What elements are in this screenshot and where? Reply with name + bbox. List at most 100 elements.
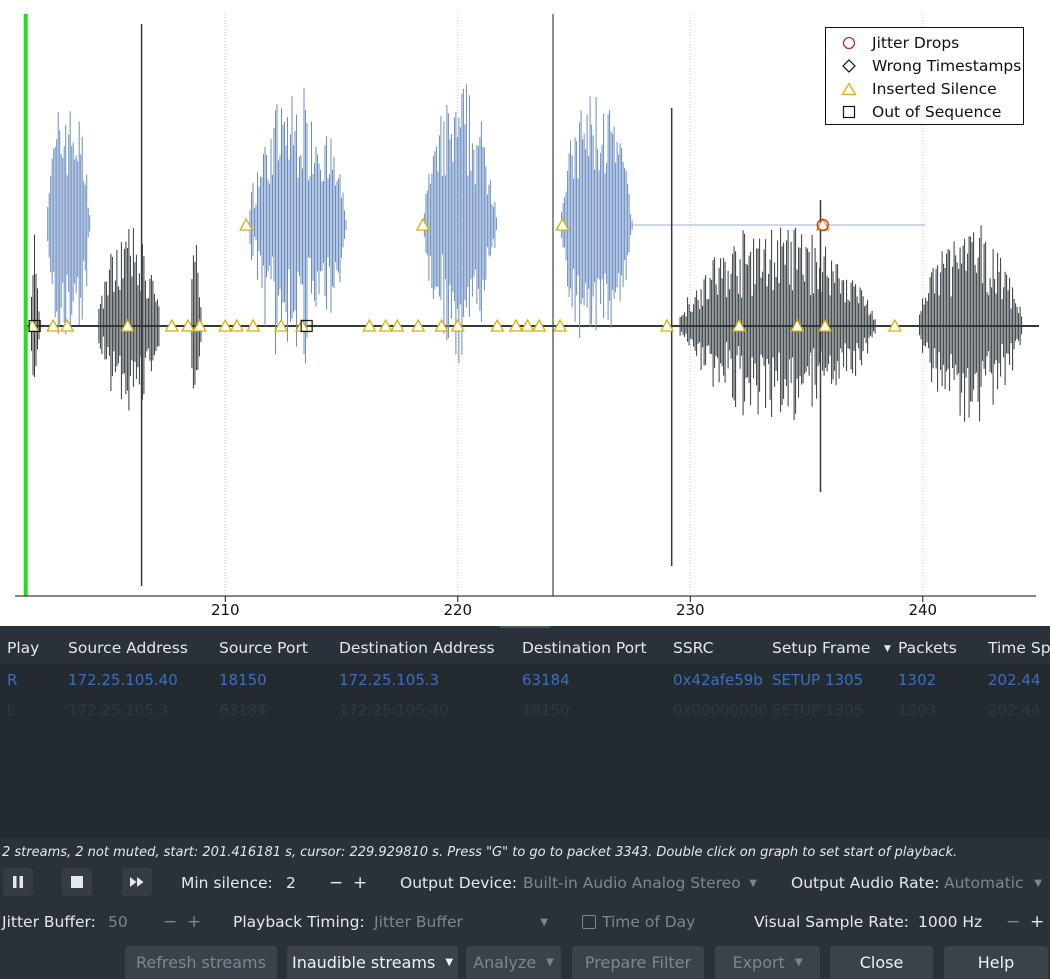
- increment-icon[interactable]: +: [187, 912, 202, 932]
- time-of-day-label[interactable]: Time of Day: [602, 913, 696, 931]
- help-label: Help: [977, 953, 1015, 972]
- waveform-stream-r: [249, 87, 347, 364]
- prepare-filter-label: Prepare Filter: [584, 953, 692, 972]
- splitter-handle[interactable]: [500, 626, 550, 628]
- inserted-silence-marker: [239, 217, 254, 231]
- min-silence-label: Min silence:: [181, 874, 273, 892]
- decrement-icon[interactable]: −: [163, 912, 178, 932]
- column-header-packets[interactable]: Packets: [898, 639, 957, 657]
- inserted-silence-marker: [450, 318, 465, 332]
- waveform-stream-l: [191, 244, 202, 389]
- playback-timing-label: Playback Timing:: [233, 913, 365, 931]
- inserted-silence-marker: [552, 318, 568, 332]
- legend-label: Jitter Drops: [872, 33, 960, 52]
- column-header-source-address[interactable]: Source Address: [68, 639, 188, 657]
- prepare-filter-button[interactable]: Prepare Filter: [572, 946, 704, 979]
- playback-timing-value: Jitter Buffer: [374, 913, 463, 931]
- inserted-silence-marker: [229, 318, 244, 332]
- column-header-setup-frame[interactable]: Setup Frame: [772, 639, 871, 657]
- fast-forward-icon: [130, 877, 144, 887]
- waveform-stream-l: [679, 227, 876, 420]
- time-of-day-checkbox[interactable]: [582, 915, 596, 929]
- min-silence-spinbox[interactable]: 2 − +: [286, 868, 372, 898]
- cell-setup-frame: SETUP 1305: [772, 671, 864, 689]
- stop-button[interactable]: [62, 868, 92, 896]
- playback-timing-select[interactable]: Jitter Buffer ▼: [374, 907, 554, 937]
- increment-icon[interactable]: +: [1030, 912, 1045, 932]
- inserted-silence-marker: [120, 318, 135, 332]
- chevron-down-icon: ▼: [445, 957, 454, 968]
- triangle-marker-icon: [826, 77, 872, 100]
- decrement-icon[interactable]: −: [329, 873, 344, 893]
- x-tick-label: 240: [908, 601, 937, 619]
- stream-table[interactable]: Play Source Address Source Port Destinat…: [0, 632, 1050, 838]
- jitter-buffer-spinbox[interactable]: 50 − +: [108, 907, 206, 937]
- refresh-streams-button[interactable]: Refresh streams: [125, 946, 277, 979]
- legend-label: Out of Sequence: [872, 102, 1002, 121]
- inserted-silence-marker: [218, 318, 233, 332]
- waveform-stream-l: [98, 228, 160, 411]
- inserted-silence-marker: [390, 318, 405, 332]
- cell-play[interactable]: L: [7, 701, 16, 719]
- inserted-silence-marker: [273, 318, 289, 332]
- export-button[interactable]: Export ▼: [715, 946, 820, 979]
- table-row[interactable]: L 172.25.105.3 63184 172.25.105.40 18150…: [0, 696, 1050, 726]
- output-device-value: Built-in Audio Analog Stereo: [523, 874, 741, 892]
- skip-silence-button[interactable]: [122, 868, 152, 896]
- chevron-down-icon: ▼: [794, 957, 803, 968]
- inserted-silence-marker: [246, 318, 261, 332]
- diamond-marker-icon: [826, 54, 872, 77]
- cell-ssrc: 0x42afe59b: [673, 671, 763, 689]
- x-tick-label: 210: [211, 601, 240, 619]
- close-button[interactable]: Close: [830, 946, 933, 979]
- cell-packets: 1302: [898, 671, 937, 689]
- column-header-source-port[interactable]: Source Port: [219, 639, 308, 657]
- inserted-silence-marker: [362, 318, 377, 332]
- waveform-plot[interactable]: 210 220 230 240: [0, 0, 1050, 626]
- legend-jitter-drops: Jitter Drops: [826, 31, 1025, 54]
- circle-marker-icon: [826, 31, 872, 54]
- x-tick-label: 220: [443, 601, 472, 619]
- inserted-silence-marker: [490, 318, 505, 332]
- output-audio-rate-select[interactable]: Automatic ▼: [944, 868, 1048, 898]
- inserted-silence-marker: [164, 318, 179, 332]
- inserted-silence-marker: [532, 318, 547, 332]
- column-header-time-span[interactable]: Time Sp: [988, 639, 1050, 657]
- out-of-sequence-marker: [28, 319, 41, 333]
- inserted-silence-marker: [790, 318, 805, 332]
- cell-packets: 1303: [898, 701, 937, 719]
- column-header-destination-port[interactable]: Destination Port: [522, 639, 647, 657]
- increment-icon[interactable]: +: [353, 873, 368, 893]
- cell-play[interactable]: R: [7, 671, 18, 689]
- waveform-stream-r: [47, 111, 91, 335]
- analyze-button[interactable]: Analyze ▼: [466, 946, 561, 979]
- inaudible-streams-button[interactable]: Inaudible streams ▼: [287, 946, 458, 979]
- out-of-sequence-marker: [300, 319, 313, 333]
- legend-wrong-timestamps: Wrong Timestamps: [826, 54, 1025, 77]
- cell-destination-address: 172.25.105.3: [339, 671, 440, 689]
- output-audio-rate-label: Output Audio Rate:: [791, 874, 940, 892]
- output-device-select[interactable]: Built-in Audio Analog Stereo ▼: [523, 868, 763, 898]
- analyze-label: Analyze: [473, 953, 537, 972]
- min-silence-value: 2: [286, 874, 296, 892]
- close-label: Close: [859, 953, 904, 972]
- inserted-silence-marker: [732, 318, 747, 332]
- splitter[interactable]: [0, 626, 1050, 632]
- cell-time-span: 202.44: [988, 701, 1041, 719]
- table-row[interactable]: R 172.25.105.40 18150 172.25.105.3 63184…: [0, 666, 1050, 696]
- inserted-silence-marker: [378, 318, 393, 332]
- help-button[interactable]: Help: [944, 946, 1048, 979]
- cell-source-port: 63184: [219, 701, 267, 719]
- legend-label: Inserted Silence: [872, 79, 997, 98]
- pause-button[interactable]: [3, 868, 33, 896]
- inserted-silence-marker: [180, 318, 196, 332]
- column-header-destination-address[interactable]: Destination Address: [339, 639, 495, 657]
- column-header-play[interactable]: Play: [7, 639, 40, 657]
- visual-sample-rate-spinbox[interactable]: 1000 Hz − +: [918, 907, 1048, 937]
- waveform-graph[interactable]: 210 220 230 240 Jitter Drops Wrong Timestam…: [0, 0, 1050, 626]
- column-header-ssrc[interactable]: SSRC: [673, 639, 714, 657]
- inserted-silence-marker: [520, 318, 535, 332]
- decrement-icon[interactable]: −: [1006, 912, 1021, 932]
- square-marker-icon: [826, 100, 872, 123]
- inserted-silence-marker: [818, 318, 833, 332]
